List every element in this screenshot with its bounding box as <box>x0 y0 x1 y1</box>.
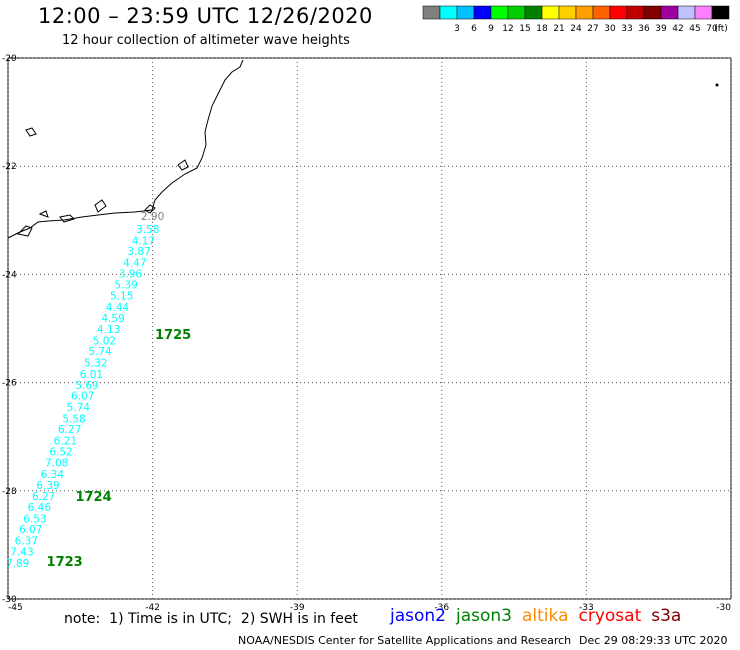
wave-height-value: 5.74 <box>88 346 112 358</box>
lat-tick-label: -24 <box>2 270 17 280</box>
wave-height-value: 5.74 <box>67 402 91 414</box>
lon-tick-label: -39 <box>290 603 305 613</box>
satellite-legend-cryosat: cryosat <box>578 606 642 626</box>
wave-height-value: 6.21 <box>54 435 77 447</box>
wave-height-value: 4.44 <box>106 302 130 314</box>
lat-tick-label: -28 <box>2 487 17 497</box>
color-tick-label: 24 <box>570 24 582 34</box>
longitude-labels: -45 -42 -39 -36 -33 -30 <box>8 603 731 613</box>
color-tick-label: 12 <box>502 24 513 34</box>
pass-time-label: 1723 <box>47 555 83 570</box>
map-title: 12:00 – 23:59 UTC 12/26/2020 <box>38 4 373 28</box>
lon-tick-label: -42 <box>145 603 160 613</box>
wave-height-value: 5.58 <box>62 413 85 425</box>
color-tick-label: 6 <box>471 24 477 34</box>
satellite-legend: jason2 jason3 altika cryosat s3a <box>390 606 691 626</box>
color-tick-label: 18 <box>536 24 548 34</box>
wave-height-value: 7.08 <box>45 458 68 470</box>
color-scale-bar: 3 6 9 12 15 18 21 24 27 30 33 36 39 42 45 70(ft) <box>422 5 730 34</box>
wave-height-value: 5.15 <box>110 290 133 302</box>
pass-time-labels: 1725 1724 1723 <box>47 328 192 570</box>
color-tick-label: 45 <box>689 24 700 34</box>
graticule <box>7 57 732 600</box>
color-tick-label: 42 <box>672 24 683 34</box>
wave-height-value: 6.07 <box>19 524 42 536</box>
satellite-legend-altika: altika <box>522 606 569 626</box>
color-tick-label: 70 <box>706 24 718 34</box>
latitude-labels: -20 -22 -24 -26 -28 -30 <box>2 54 17 605</box>
wave-height-value: 6.46 <box>28 502 52 514</box>
island-dot <box>715 83 719 87</box>
wave-height-value: 3.58 <box>136 224 159 236</box>
color-tick-label: 27 <box>587 24 598 34</box>
credit-line: NOAA/NESDIS Center for Satellite Applica… <box>238 634 572 647</box>
wave-height-value: 6.52 <box>49 446 72 458</box>
pass-time-label: 1725 <box>155 328 191 343</box>
color-tick-label: 9 <box>488 24 494 34</box>
wave-height-value: 4.17 <box>132 235 155 247</box>
wave-height-value: 5.39 <box>114 280 137 292</box>
color-tick-label: 33 <box>621 24 632 34</box>
satellite-legend-jason3: jason3 <box>456 606 512 626</box>
color-swatch <box>711 5 730 20</box>
wave-height-value: 4.13 <box>97 324 120 336</box>
wave-height-value: 6.27 <box>58 424 81 436</box>
wave-height-value: 7.89 <box>6 558 29 570</box>
map-subtitle: 12 hour collection of altimeter wave hei… <box>62 33 350 48</box>
wave-height-value: 5.02 <box>93 335 116 347</box>
altimeter-track: 2.903.584.173.874.473.965.395.154.444.59… <box>6 211 164 570</box>
generation-timestamp: Dec 29 08:29:33 UTC 2020 <box>579 634 728 647</box>
color-tick-label: 3 <box>454 24 460 34</box>
color-tick-label: 39 <box>655 24 667 34</box>
color-tick-label: 15 <box>519 24 530 34</box>
wave-height-value: 2.90 <box>141 211 164 223</box>
wave-height-value: 3.87 <box>127 246 150 258</box>
lat-tick-label: -26 <box>2 379 17 389</box>
color-unit-label: (ft) <box>714 24 728 34</box>
footnote: note: 1) Time is in UTC; 2) SWH is in fe… <box>64 611 358 627</box>
pass-time-label: 1724 <box>75 490 111 505</box>
lon-tick-label: -30 <box>716 603 731 613</box>
wave-height-value: 6.37 <box>15 536 38 548</box>
wave-height-value: 4.59 <box>101 313 124 325</box>
wave-height-value: 3.96 <box>119 268 143 280</box>
wave-height-value: 6.07 <box>71 391 94 403</box>
lon-tick-label: -33 <box>579 603 594 613</box>
wave-height-value: 6.53 <box>23 513 46 525</box>
wave-height-value: 5.32 <box>84 358 107 370</box>
lat-tick-label: -30 <box>2 595 17 605</box>
satellite-legend-jason2: jason2 <box>390 606 446 626</box>
wave-height-value: 6.01 <box>80 369 103 381</box>
lon-tick-label: -45 <box>8 603 23 613</box>
color-tick-label: 21 <box>553 24 564 34</box>
lat-tick-label: -20 <box>2 54 17 64</box>
lon-tick-label: -36 <box>434 603 449 613</box>
wave-height-value: 7.43 <box>10 546 33 558</box>
wave-height-value: 6.27 <box>32 491 55 503</box>
coastline <box>7 59 244 239</box>
wave-height-value: 5.69 <box>75 380 98 392</box>
lat-tick-label: -22 <box>2 162 17 172</box>
wave-height-value: 6.39 <box>36 480 59 492</box>
satellite-legend-s3a: s3a <box>651 606 682 626</box>
color-tick-label: 30 <box>604 24 616 34</box>
color-tick-label: 36 <box>638 24 650 34</box>
wave-height-value: 6.34 <box>41 469 65 481</box>
wave-height-value: 4.47 <box>123 257 146 269</box>
